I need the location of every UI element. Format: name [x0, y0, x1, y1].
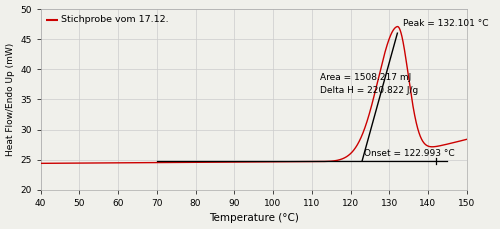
Y-axis label: Heat Flow/Endo Up (mW): Heat Flow/Endo Up (mW) [6, 43, 15, 156]
Text: Peak = 132.101 °C: Peak = 132.101 °C [403, 19, 488, 28]
X-axis label: Temperature (°C): Temperature (°C) [208, 213, 298, 224]
Text: Onset = 122.993 °C: Onset = 122.993 °C [364, 149, 454, 158]
Text: Area = 1508.217 mJ
Delta H = 220.822 J/g: Area = 1508.217 mJ Delta H = 220.822 J/g [320, 73, 418, 95]
Text: Stichprobe vom 17.12.: Stichprobe vom 17.12. [61, 15, 168, 25]
